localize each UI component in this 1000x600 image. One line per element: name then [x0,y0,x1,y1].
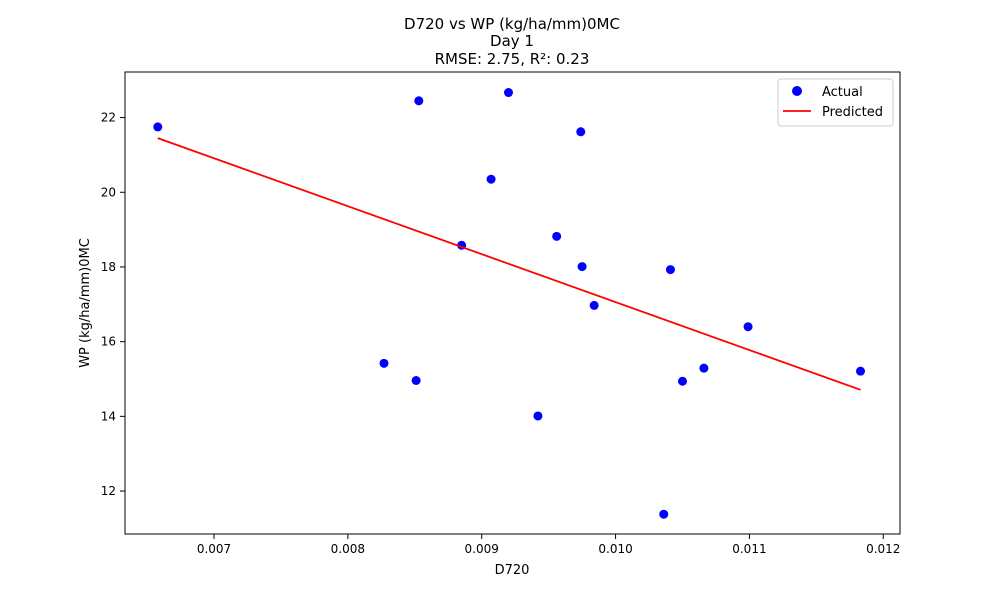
actual-data-point [576,127,586,137]
legend-box [777,78,894,127]
legend-actual-label: Actual [822,85,863,100]
y-axis-label: WP (kg/ha/mm)0MC [78,238,93,368]
x-tick-label: 0.009 [465,542,499,556]
chart-marks [153,88,866,519]
actual-data-point [577,262,587,272]
actual-data-point [533,411,543,421]
actual-data-point [486,174,496,184]
actual-data-point [856,366,866,376]
chart-title: D720 vs WP (kg/ha/mm)0MC Day 1 RMSE: 2.7… [404,15,620,68]
actual-data-point [743,322,753,332]
y-tick-label: 20 [101,185,116,199]
x-tick-label: 0.010 [598,542,632,556]
actual-data-point [699,363,709,373]
x-tick-label: 0.007 [197,542,231,556]
legend: Actual Predicted [777,78,894,127]
chart-title-line-3: RMSE: 2.75, R²: 0.23 [435,50,590,68]
y-tick-label: 22 [101,111,116,125]
x-axis-label: D720 [495,563,530,578]
x-tick-label: 0.011 [732,542,766,556]
chart-title-line-2: Day 1 [490,32,534,50]
actual-data-point [659,509,669,519]
predicted-line [157,137,861,391]
actual-data-point [379,358,389,368]
x-axis-ticks: 0.007 0.008 0.009 0.010 0.011 0.012 [197,534,900,556]
y-tick-label: 16 [101,335,116,349]
actual-data-point [665,265,675,275]
actual-data-point [589,300,599,310]
y-tick-label: 12 [101,484,116,498]
y-tick-label: 18 [101,260,116,274]
actual-data-point [677,376,687,386]
x-tick-label: 0.012 [866,542,900,556]
x-tick-label: 0.008 [331,542,365,556]
y-axis-ticks: 12 14 16 18 20 22 [101,111,125,498]
legend-predicted-label: Predicted [822,105,883,120]
actual-data-point [411,375,421,385]
actual-data-point [414,96,424,106]
actual-data-point [503,88,513,98]
legend-actual-marker [792,86,802,96]
y-tick-label: 14 [101,409,116,423]
actual-data-point [153,122,163,132]
plot-area-frame [124,71,901,535]
actual-data-point [552,231,562,241]
chart-title-line-1: D720 vs WP (kg/ha/mm)0MC [404,15,620,33]
